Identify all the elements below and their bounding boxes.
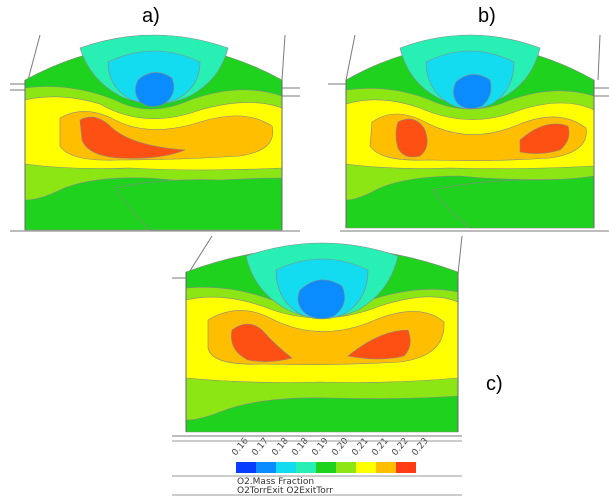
contour-region-red-right-c xyxy=(347,329,411,360)
legend-swatch-7 xyxy=(376,462,396,473)
contour-region-red-a xyxy=(79,116,186,159)
contour-region-green-lower-a xyxy=(114,177,283,231)
legend-swatch-8 xyxy=(396,462,416,473)
contour-plot-c xyxy=(172,235,463,437)
legend-swatch-5 xyxy=(336,462,356,473)
panel-label-b: b) xyxy=(478,5,496,27)
contour-region-blue-a xyxy=(135,72,175,107)
geometry-lines-a xyxy=(10,34,300,232)
legend-swatch-0 xyxy=(236,462,256,473)
panel-label-a: a) xyxy=(142,5,160,27)
contour-region-red-right-b xyxy=(519,123,570,154)
legend-swatch-4 xyxy=(316,462,336,473)
legend-swatch-3 xyxy=(296,462,316,473)
contour-region-red-left-c xyxy=(231,323,293,362)
legend-swatch-2 xyxy=(276,462,296,473)
geometry-lines-b xyxy=(328,34,609,232)
contour-plot-b xyxy=(328,34,609,232)
legend-title: O2.Mass Fraction xyxy=(237,477,315,487)
legend-subtitle: O2TorrExit O2ExitTorr xyxy=(237,486,333,496)
legend-swatch-6 xyxy=(356,462,376,473)
contour-plot-a xyxy=(10,34,300,232)
geometry-lines-c xyxy=(172,235,463,437)
legend-swatch-1 xyxy=(256,462,276,473)
contour-region-red-left-b xyxy=(395,118,428,158)
contour-region-blue-c xyxy=(297,279,345,319)
panel-label-c: c) xyxy=(486,373,503,395)
contour-region-green-lower-b xyxy=(431,175,595,229)
contour-region-blue-b xyxy=(453,74,492,109)
